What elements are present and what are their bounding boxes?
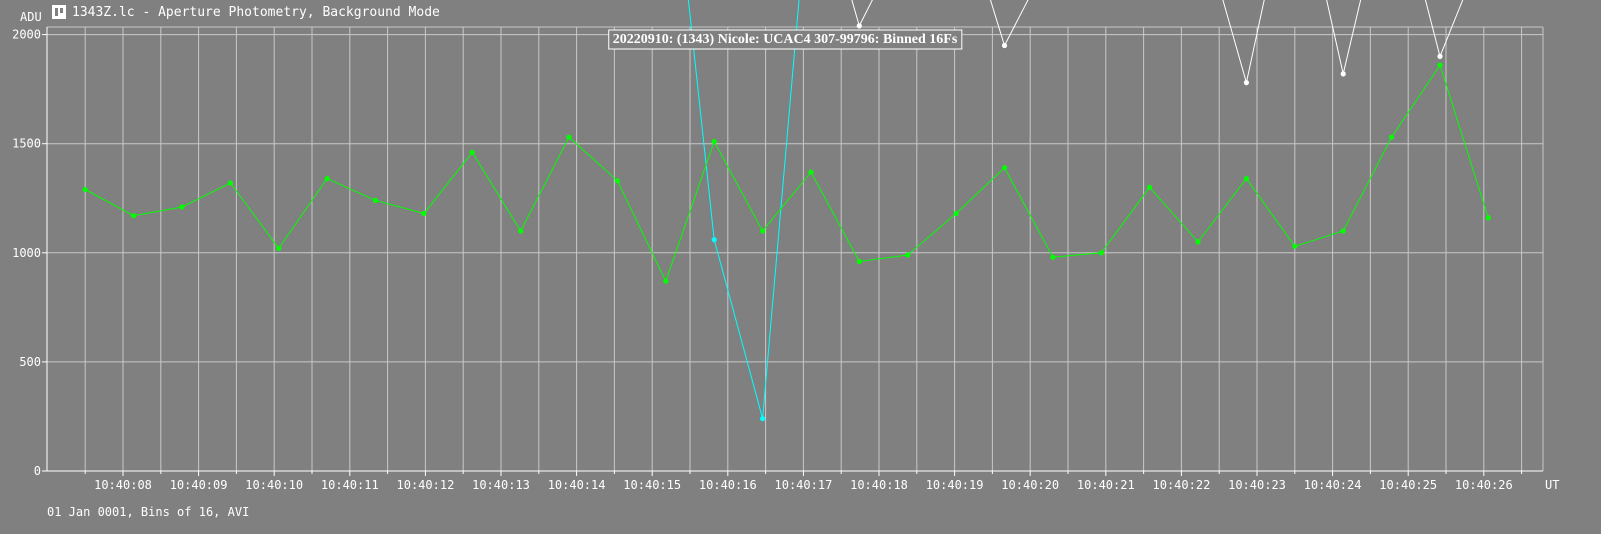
data-point [953, 210, 959, 217]
chart-ticks: 050010001500200025003000350010:40:0810:4… [12, 28, 1513, 492]
data-point [1340, 228, 1346, 234]
data-point [1437, 53, 1443, 60]
data-point [372, 197, 379, 203]
data-point [856, 23, 862, 29]
data-point [1147, 184, 1153, 190]
x-tick-label: 10:40:11 [321, 478, 379, 492]
data-point [131, 213, 137, 219]
x-tick-label: 10:40:22 [1153, 478, 1211, 492]
x-tick-label: 10:40:24 [1304, 478, 1362, 492]
data-point [1292, 243, 1298, 249]
x-tick-label: 10:40:10 [245, 478, 303, 492]
data-point [1243, 176, 1249, 182]
x-tick-label: 10:40:26 [1455, 478, 1513, 492]
x-tick-label: 10:40:23 [1228, 478, 1286, 492]
x-tick-label: 10:40:25 [1379, 478, 1437, 492]
series-4 [82, 62, 1491, 284]
data-point [179, 204, 185, 210]
y-tick-label: 0 [34, 464, 41, 478]
chart-series [82, 0, 1491, 422]
y-tick-label: 1500 [12, 137, 41, 151]
data-point [856, 258, 862, 265]
data-point [760, 416, 766, 422]
data-point [1001, 42, 1008, 49]
footer-info: 01 Jan 0001, Bins of 16, AVI [47, 505, 250, 519]
chart-grid [47, 26, 1544, 471]
series-line [84, 63, 1489, 283]
x-tick-label: 10:40:12 [397, 478, 455, 492]
data-point [518, 228, 524, 234]
chart-axes [42, 27, 1543, 476]
y-tick-label: 500 [19, 355, 41, 369]
x-tick-label: 10:40:20 [1001, 478, 1059, 492]
x-tick-label: 10:40:14 [548, 478, 606, 492]
y-axis-label: ADU [20, 10, 42, 24]
data-point [566, 134, 572, 140]
series-line [851, 0, 1464, 83]
y-tick-label: 2000 [12, 28, 41, 42]
data-point [808, 169, 814, 175]
data-point [1195, 239, 1201, 245]
series-line [687, 0, 800, 419]
window-title-bar: 1343Z.lc - Aperture Photometry, Backgrou… [52, 2, 440, 22]
data-point [324, 176, 330, 182]
x-tick-label: 10:40:15 [623, 478, 681, 492]
data-point [1485, 215, 1491, 221]
data-point [711, 138, 717, 145]
window-title: 1343Z.lc - Aperture Photometry, Backgrou… [72, 4, 440, 20]
x-tick-label: 10:40:19 [926, 478, 984, 492]
chart-title: 20220910: (1343) Nicole: UCAC4 307-99796… [613, 32, 958, 47]
data-point [760, 228, 766, 234]
data-point [227, 180, 233, 186]
data-point [82, 186, 88, 193]
data-point [905, 252, 911, 258]
data-point [1243, 80, 1249, 86]
data-point [421, 210, 427, 217]
data-point [1437, 62, 1443, 68]
x-tick-label: 10:40:17 [775, 478, 833, 492]
x-tick-label: 10:40:09 [170, 478, 228, 492]
x-tick-label: 10:40:13 [472, 478, 530, 492]
data-point [663, 278, 669, 284]
data-point [1389, 134, 1395, 140]
data-point [1340, 71, 1346, 77]
series-2 [687, 0, 800, 422]
data-point [276, 245, 282, 251]
x-tick-label: 10:40:18 [850, 478, 908, 492]
chart-title-frame [608, 29, 963, 50]
data-point [1050, 254, 1056, 260]
series-3 [851, 0, 1464, 86]
x-axis-label: UT [1545, 478, 1559, 492]
x-tick-label: 10:40:21 [1077, 478, 1135, 492]
data-point [614, 178, 621, 184]
data-point [1098, 250, 1104, 256]
x-tick-label: 10:40:08 [94, 478, 152, 492]
y-tick-label: 1000 [12, 246, 41, 260]
chart-title-box: 20220910: (1343) Nicole: UCAC4 307-99796… [608, 29, 963, 50]
data-point [469, 149, 475, 155]
x-tick-label: 10:40:16 [699, 478, 757, 492]
app-icon [52, 5, 66, 19]
data-point [711, 237, 717, 243]
data-point [1001, 165, 1008, 171]
